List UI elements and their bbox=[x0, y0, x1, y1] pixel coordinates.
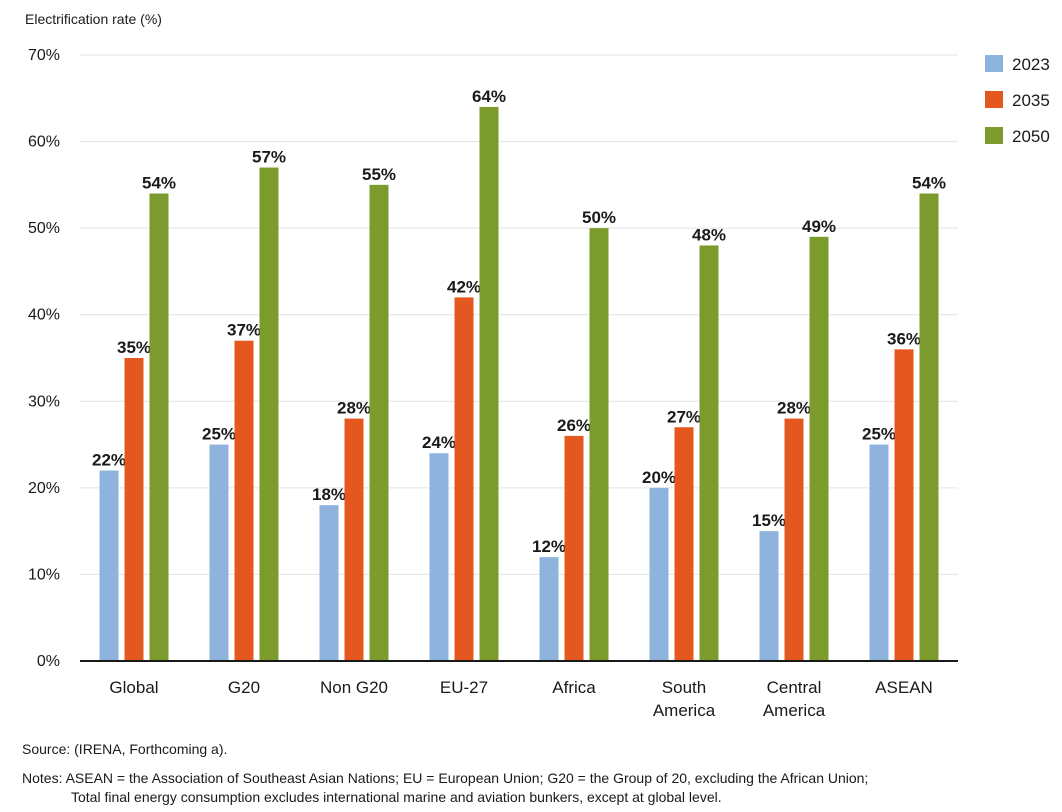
bar-2050 bbox=[919, 193, 939, 661]
bar-2050 bbox=[589, 228, 609, 661]
bar-2023 bbox=[319, 505, 339, 661]
data-label: 54% bbox=[912, 174, 946, 193]
data-label: 64% bbox=[472, 87, 506, 106]
data-label: 49% bbox=[802, 217, 836, 236]
bar-2023 bbox=[649, 487, 669, 661]
bar-2023 bbox=[209, 444, 229, 661]
data-label: 25% bbox=[202, 425, 236, 444]
data-label: 20% bbox=[642, 468, 676, 487]
legend-swatch-2023 bbox=[985, 55, 1003, 72]
bar-2023 bbox=[539, 557, 559, 661]
bar-2035 bbox=[894, 349, 914, 661]
bar-2050 bbox=[149, 193, 169, 661]
legend-label: 2035 bbox=[1012, 91, 1050, 110]
legend-swatch-2035 bbox=[985, 91, 1003, 108]
bar-2050 bbox=[259, 167, 279, 662]
x-tick-label: EU-27 bbox=[440, 678, 488, 697]
bar-2050 bbox=[699, 245, 719, 661]
x-tick-label: South America bbox=[653, 678, 716, 720]
x-tick-label: G20 bbox=[228, 678, 260, 697]
data-label: 25% bbox=[862, 425, 896, 444]
electrification-rate-chart: Electrification rate (%) 0% 10% 20% 30% 40% 50… bbox=[25, 11, 1050, 720]
notes-line-2: Total final energy consumption excludes … bbox=[71, 789, 722, 805]
data-label: 15% bbox=[752, 511, 786, 530]
notes-line-1: Notes: ASEAN = the Association of Southe… bbox=[22, 770, 869, 786]
bar-2050 bbox=[479, 106, 499, 661]
bar-2035 bbox=[674, 427, 694, 661]
x-tick-label: Non G20 bbox=[320, 678, 388, 697]
y-tick-label: 50% bbox=[28, 220, 60, 237]
y-tick-label: 30% bbox=[28, 393, 60, 410]
data-label: 50% bbox=[582, 208, 616, 227]
bar-2035 bbox=[124, 358, 144, 661]
data-label: 26% bbox=[557, 416, 591, 435]
bar-2035 bbox=[234, 340, 254, 661]
data-label: 48% bbox=[692, 225, 726, 244]
y-tick-label: 0% bbox=[37, 653, 60, 670]
data-label: 24% bbox=[422, 433, 456, 452]
bar-2035 bbox=[784, 418, 804, 661]
data-label: 55% bbox=[362, 165, 396, 184]
data-label: 42% bbox=[447, 277, 481, 296]
bar-2050 bbox=[369, 184, 389, 661]
x-tick-label: Central America bbox=[763, 678, 826, 720]
data-label: 37% bbox=[227, 321, 261, 340]
y-tick-label: 70% bbox=[28, 47, 60, 64]
y-tick-label: 20% bbox=[28, 480, 60, 497]
data-label: 28% bbox=[337, 399, 371, 418]
data-label: 57% bbox=[252, 148, 286, 167]
data-label: 35% bbox=[117, 338, 151, 357]
legend-label: 2050 bbox=[1012, 127, 1050, 146]
source-note: Source: (IRENA, Forthcoming a). bbox=[22, 741, 228, 757]
legend-swatch-2050 bbox=[985, 127, 1003, 144]
bar-2023 bbox=[99, 470, 119, 661]
x-tick-label: Global bbox=[109, 678, 158, 697]
notes: Notes: ASEAN = the Association of Southe… bbox=[22, 769, 1052, 807]
data-label: 28% bbox=[777, 399, 811, 418]
y-tick-label: 40% bbox=[28, 307, 60, 324]
data-label: 22% bbox=[92, 451, 126, 470]
bar-2023 bbox=[759, 531, 779, 661]
bar-2035 bbox=[454, 297, 474, 661]
bar-2023 bbox=[869, 444, 889, 661]
y-tick-label: 10% bbox=[28, 566, 60, 583]
bar-2023 bbox=[429, 453, 449, 661]
x-tick-label: Africa bbox=[552, 678, 596, 697]
legend-label: 2023 bbox=[1012, 55, 1050, 74]
bar-2035 bbox=[344, 418, 364, 661]
y-tick-label: 60% bbox=[28, 134, 60, 151]
data-label: 54% bbox=[142, 174, 176, 193]
data-label: 36% bbox=[887, 329, 921, 348]
y-axis-title: Electrification rate (%) bbox=[25, 11, 162, 27]
x-tick-label: ASEAN bbox=[875, 678, 933, 697]
bar-2035 bbox=[564, 435, 584, 661]
data-label: 12% bbox=[532, 537, 566, 556]
bar-2050 bbox=[809, 236, 829, 662]
data-label: 18% bbox=[312, 485, 346, 504]
data-label: 27% bbox=[667, 407, 701, 426]
